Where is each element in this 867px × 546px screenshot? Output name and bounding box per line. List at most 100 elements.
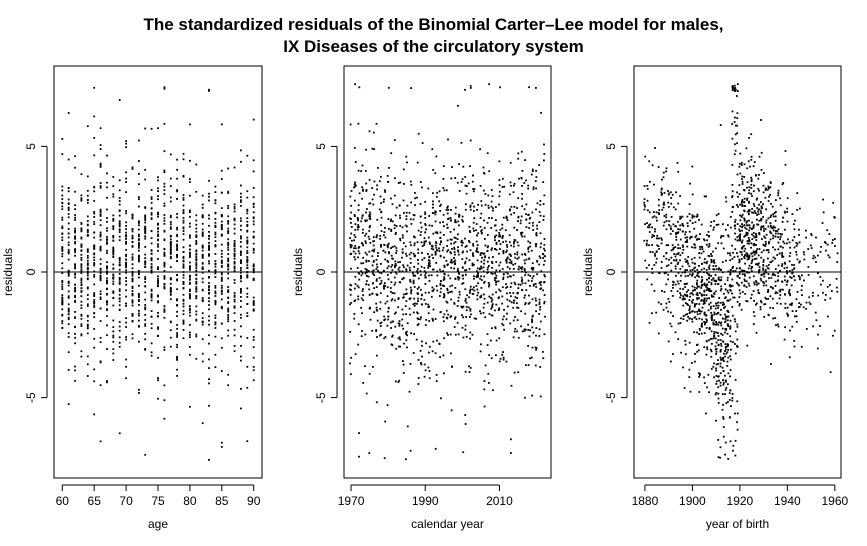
data-point [712,260,715,263]
data-point [643,201,646,204]
data-point [736,345,739,348]
data-point [538,263,541,266]
data-point [408,297,411,300]
data-point [391,334,394,337]
data-point [353,214,356,216]
data-point [713,311,716,314]
data-point [736,223,739,225]
data-point [510,244,512,247]
data-point [456,305,459,307]
data-point [189,334,191,336]
data-point [412,282,415,285]
data-point [350,226,353,228]
data-point [361,186,363,189]
data-point [189,290,191,293]
data-point [512,319,515,322]
data-point [163,169,166,172]
data-point [774,285,777,287]
data-point [727,234,729,237]
data-point [376,263,378,266]
data-point [365,283,368,286]
data-point [112,250,115,253]
data-point [233,203,236,206]
data-point [189,225,191,228]
data-point [494,309,496,312]
data-point [176,299,178,302]
data-point [418,277,420,280]
data-point [434,252,437,255]
data-point [118,209,121,212]
data-point [469,231,472,234]
data-point [755,263,757,266]
data-point [99,185,102,187]
data-point [671,295,674,297]
data-point [543,143,545,146]
data-point [138,198,140,201]
data-point [819,276,822,278]
data-point [214,211,217,214]
y-tick-label: 0 [604,268,618,275]
data-point [383,337,386,340]
data-point [465,309,468,312]
data-point [201,297,204,299]
data-point [125,171,127,174]
data-point [380,321,383,324]
data-point [99,234,102,236]
data-point [176,168,178,171]
data-point [131,304,134,307]
data-point [682,224,685,227]
data-point [176,327,178,330]
data-point [252,304,255,306]
data-point [227,289,230,292]
data-point [246,259,249,262]
data-point [382,249,385,252]
data-point [430,244,433,247]
data-point [169,243,172,246]
data-point [483,281,485,284]
data-point [369,202,372,205]
data-point [765,221,768,224]
data-point [220,346,223,349]
data-point [782,255,785,258]
data-point [753,236,756,239]
data-point [106,300,108,303]
data-point [470,313,472,316]
data-point [697,349,700,352]
data-point [516,306,518,309]
data-point [169,226,172,229]
data-point [67,198,70,201]
data-point [157,127,159,130]
data-point [195,190,198,193]
data-point [435,242,438,245]
data-point [513,371,516,374]
data-point [475,250,478,252]
data-point [80,291,83,293]
data-point [368,288,371,291]
data-point [176,249,178,251]
data-point [189,181,191,183]
data-point [767,200,770,202]
data-point [822,291,824,294]
data-point [106,229,108,232]
data-point [480,279,483,281]
data-point [736,83,739,85]
data-point [454,237,457,239]
data-point [387,315,390,318]
data-point [479,310,481,313]
data-point [86,363,89,366]
data-point [521,253,524,256]
data-point [405,211,408,214]
data-point [423,270,426,273]
data-point [182,196,185,199]
data-point [492,256,494,258]
data-point [61,189,64,192]
data-point [169,153,172,156]
data-point [708,264,711,267]
data-point [443,266,446,268]
data-point [397,345,400,348]
data-point [521,231,524,234]
data-point [227,310,230,313]
data-point [227,215,230,218]
data-point [719,362,722,365]
data-point [375,236,378,238]
